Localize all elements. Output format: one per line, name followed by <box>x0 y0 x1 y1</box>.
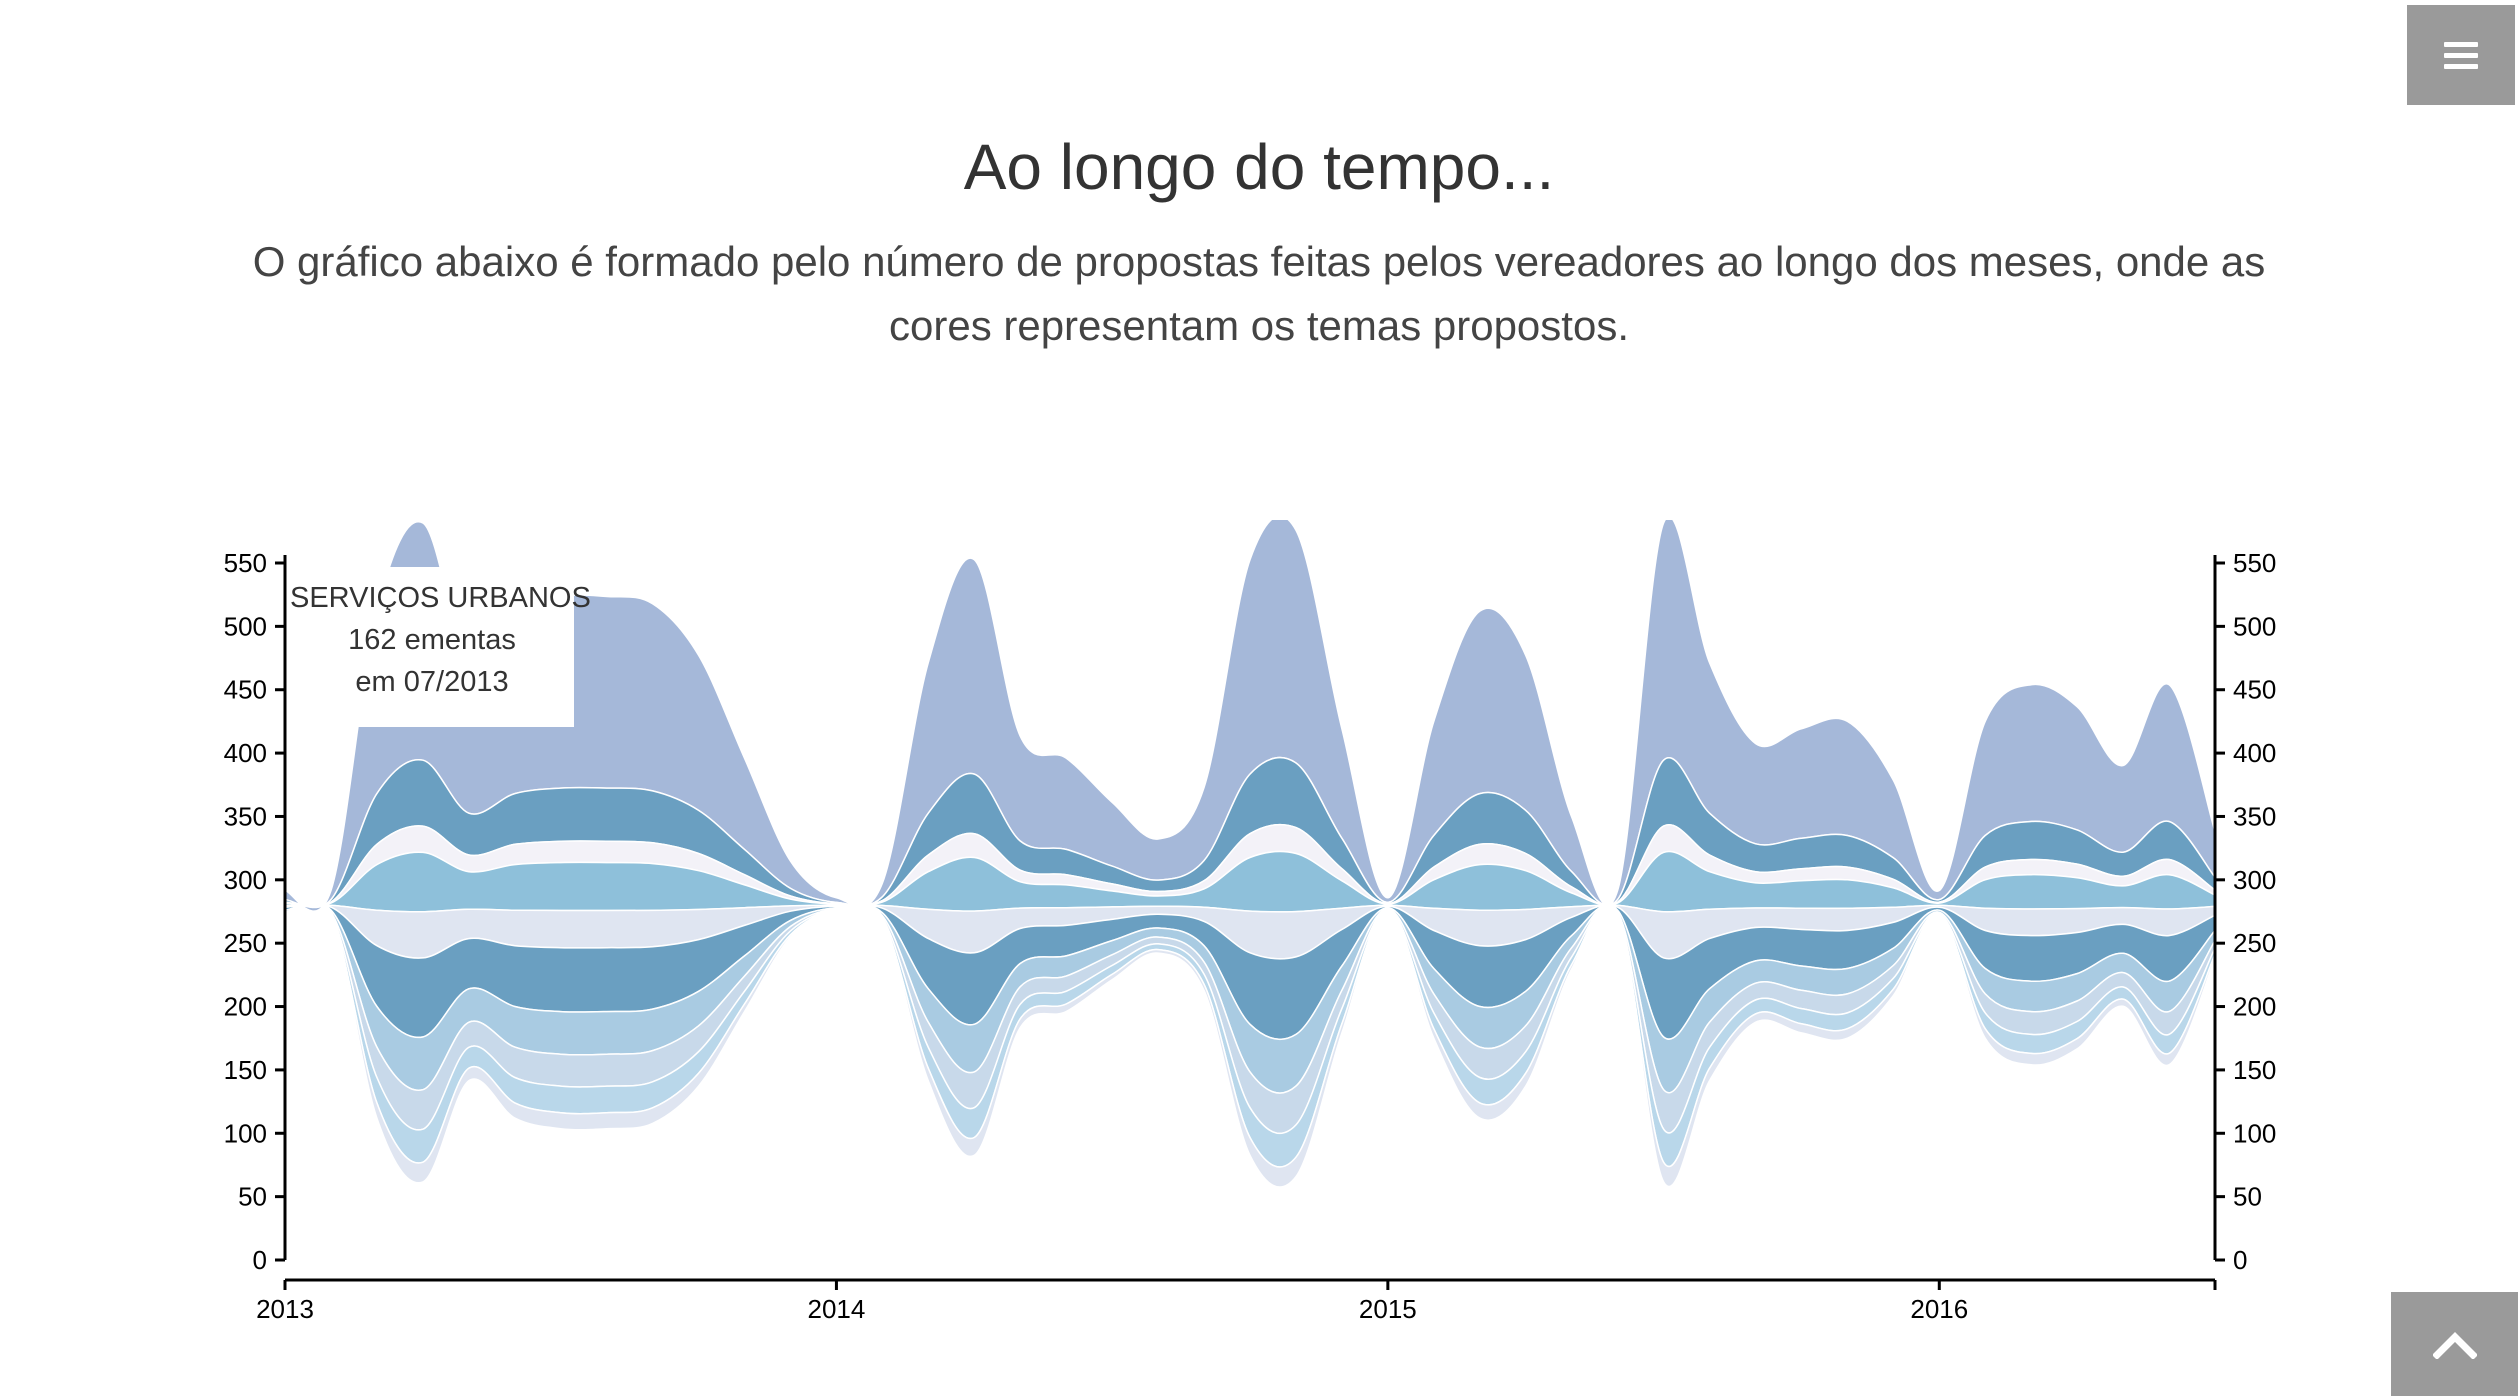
x-tick-label: 2015 <box>1359 1294 1417 1320</box>
y-tick-label-right: 500 <box>2233 611 2276 641</box>
tooltip-count: 162 ementas <box>348 624 516 656</box>
y-tick-label-right: 400 <box>2233 738 2276 768</box>
y-tick-label-right: 200 <box>2233 992 2276 1022</box>
y-tick-label-left: 500 <box>224 611 267 641</box>
y-tick-label-left: 400 <box>224 738 267 768</box>
tooltip-date: em 07/2013 <box>355 666 509 698</box>
page-title: Ao longo do tempo... <box>963 131 1555 203</box>
chart-tooltip: SERVIÇOS URBANOS 162 ementas em 07/2013 <box>290 567 591 727</box>
y-tick-label-right: 0 <box>2233 1245 2247 1275</box>
y-tick-label-left: 550 <box>224 548 267 578</box>
tooltip-theme: SERVIÇOS URBANOS <box>290 582 591 614</box>
x-tick-label: 2016 <box>1910 1294 1968 1320</box>
y-tick-label-left: 50 <box>238 1182 267 1212</box>
y-tick-label-left: 100 <box>224 1118 267 1148</box>
y-tick-label-right: 100 <box>2233 1118 2276 1148</box>
y-tick-label-left: 450 <box>224 675 267 705</box>
hamburger-icon <box>2444 36 2478 75</box>
y-tick-label-right: 350 <box>2233 801 2276 831</box>
y-tick-label-right: 50 <box>2233 1182 2262 1212</box>
y-tick-label-right: 550 <box>2233 548 2276 578</box>
page-subtitle: O gráfico abaixo é formado pelo número d… <box>252 238 2266 349</box>
streamgraph-chart[interactable]: 0 0 50 50 100 100 150 150 200 200 250 250 300 300 350 3… <box>0 520 2518 1320</box>
stream-layer[interactable] <box>284 900 2216 1188</box>
y-tick-label-right: 250 <box>2233 928 2276 958</box>
y-tick-label-right: 300 <box>2233 865 2276 895</box>
y-tick-label-left: 200 <box>224 992 267 1022</box>
y-tick-label-right: 450 <box>2233 675 2276 705</box>
y-tick-label-left: 150 <box>224 1055 267 1085</box>
x-tick-label: 2014 <box>808 1294 866 1320</box>
chart-axes: 0 0 50 50 100 100 150 150 200 200 250 250 300 300 350 3… <box>224 548 2277 1320</box>
stream-layers <box>284 520 2216 1188</box>
menu-button[interactable] <box>2407 5 2515 105</box>
back-to-top-button[interactable] <box>2391 1292 2518 1396</box>
y-tick-label-right: 150 <box>2233 1055 2276 1085</box>
y-tick-label-left: 350 <box>224 801 267 831</box>
y-tick-label-left: 250 <box>224 928 267 958</box>
x-tick-label: 2013 <box>256 1294 314 1320</box>
chevron-up-icon <box>2432 1332 2477 1359</box>
y-tick-label-left: 0 <box>253 1245 267 1275</box>
y-tick-label-left: 300 <box>224 865 267 895</box>
